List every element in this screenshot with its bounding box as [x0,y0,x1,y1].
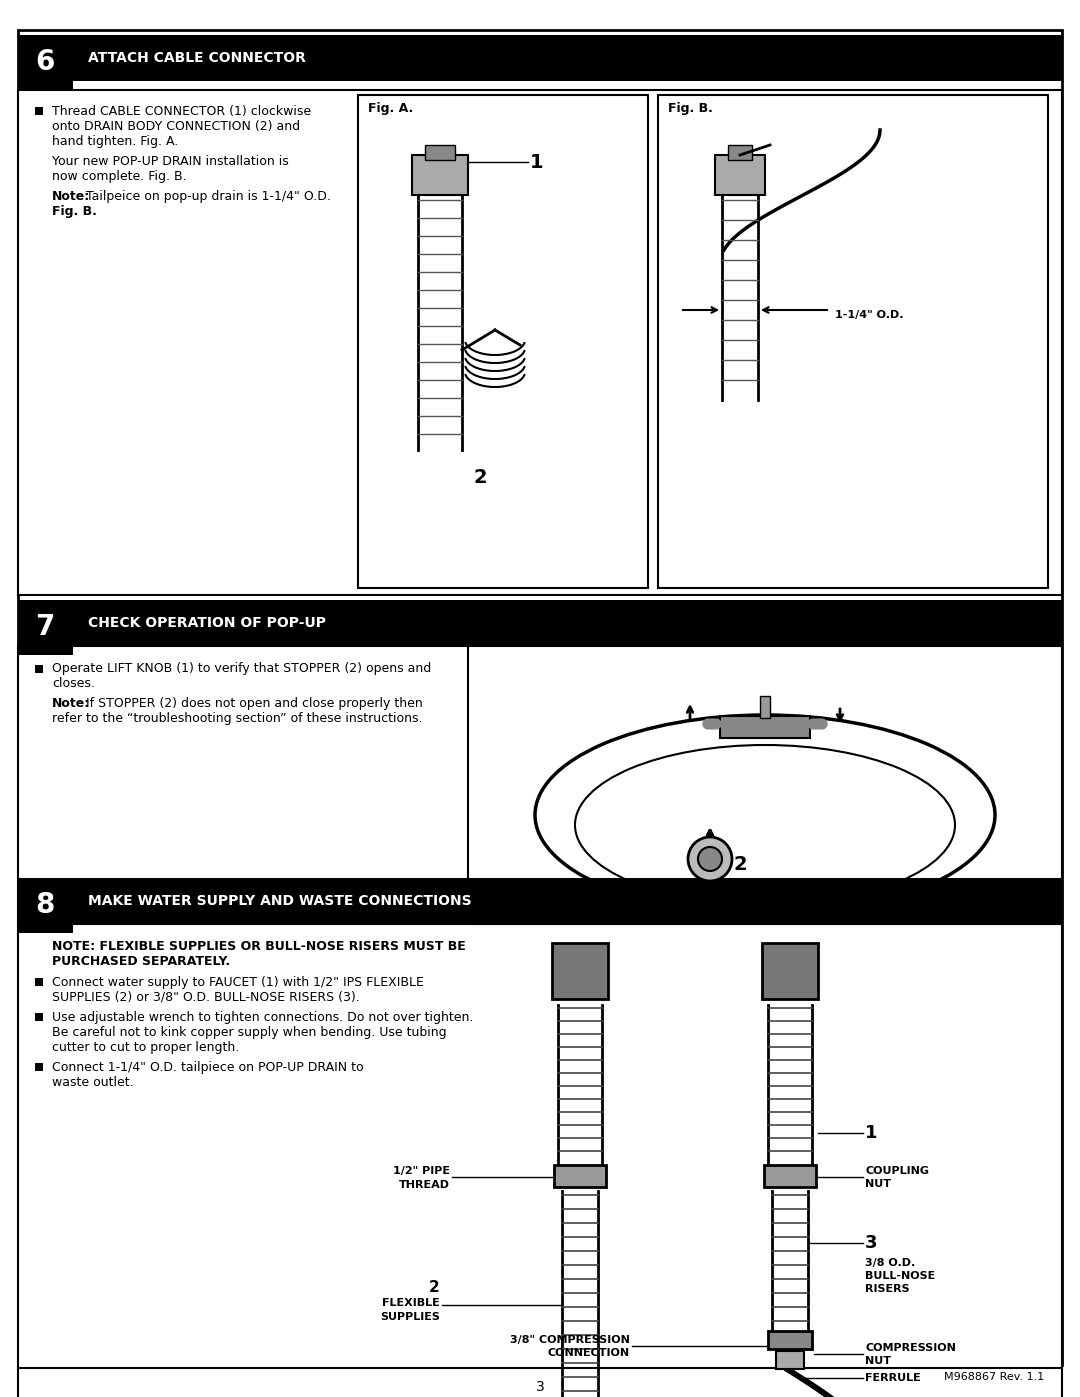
Bar [468,645,1062,923]
Text: NOTE: FLEXIBLE SUPPLIES OR BULL-NOSE RISERS MUST BE: NOTE: FLEXIBLE SUPPLIES OR BULL-NOSE RIS… [52,940,465,953]
Bar [18,645,1062,923]
Bar [728,145,752,161]
Text: NUT: NUT [865,1356,891,1366]
Circle shape [688,837,732,882]
Text: onto DRAIN BODY CONNECTION (2) and: onto DRAIN BODY CONNECTION (2) and [52,120,300,133]
Text: 2: 2 [473,468,487,488]
Text: THREAD: THREAD [399,1180,450,1190]
Text: Connect 1-1/4" O.D. tailpiece on POP-UP DRAIN to: Connect 1-1/4" O.D. tailpiece on POP-UP … [52,1060,364,1074]
Text: refer to the “troubleshooting section” of these instructions.: refer to the “troubleshooting section” o… [52,712,422,725]
Text: hand tighten. Fig. A.: hand tighten. Fig. A. [52,136,178,148]
Text: Connect water supply to FAUCET (1) with 1/2" IPS FLEXIBLE: Connect water supply to FAUCET (1) with … [52,977,423,989]
Text: Note:: Note: [52,190,91,203]
Bar [35,1063,43,1071]
Bar [760,696,770,718]
Bar [18,35,1062,81]
Text: SUPPLIES: SUPPLIES [380,1312,440,1322]
Text: M968867 Rev. 1.1: M968867 Rev. 1.1 [944,1372,1044,1382]
Bar [35,665,43,673]
Text: 1: 1 [865,1125,877,1141]
Text: Note:: Note: [52,697,91,710]
Bar [777,1351,804,1369]
Text: Be careful not to kink copper supply when bending. Use tubing: Be careful not to kink copper supply whe… [52,1025,447,1039]
Text: Fig. A.: Fig. A. [368,102,414,115]
Text: now complete. Fig. B.: now complete. Fig. B. [52,170,187,183]
Text: COMPRESSION: COMPRESSION [865,1343,956,1354]
Text: CONNECTION: CONNECTION [548,1348,630,1358]
Bar [18,599,1062,645]
Bar [18,89,1062,595]
Bar [35,1013,43,1021]
Circle shape [698,847,723,870]
Text: 1-1/4" O.D.: 1-1/4" O.D. [835,310,904,320]
Text: Tailpeice on pop-up drain is 1-1/4" O.D.: Tailpeice on pop-up drain is 1-1/4" O.D. [82,190,330,203]
Text: 7: 7 [36,613,55,641]
Text: 3: 3 [865,1234,877,1252]
Bar [554,1165,606,1187]
Text: 1: 1 [530,152,543,172]
Text: closes.: closes. [52,678,95,690]
Bar [357,95,648,588]
Text: COUPLING: COUPLING [865,1166,929,1176]
Text: 6: 6 [36,47,55,75]
Text: 3/8" COMPRESSION: 3/8" COMPRESSION [510,1336,630,1345]
Bar [658,95,1048,588]
Bar [552,943,608,999]
Bar [18,599,73,655]
Bar [18,923,1062,1397]
Text: ATTACH CABLE CONNECTOR: ATTACH CABLE CONNECTOR [87,52,306,66]
Text: BULL-NOSE: BULL-NOSE [865,1271,935,1281]
Text: Operate LIFT KNOB (1) to verify that STOPPER (2) opens and: Operate LIFT KNOB (1) to verify that STO… [52,662,431,675]
Text: Use adjustable wrench to tighten connections. Do not over tighten.: Use adjustable wrench to tighten connect… [52,1011,473,1024]
Text: 3: 3 [536,1380,544,1394]
Text: NUT: NUT [865,1179,891,1189]
Text: cutter to cut to proper length.: cutter to cut to proper length. [52,1041,240,1053]
Text: 1/2" PIPE: 1/2" PIPE [393,1166,450,1176]
Text: 2: 2 [429,1281,440,1295]
Text: CHECK OPERATION OF POP-UP: CHECK OPERATION OF POP-UP [87,616,326,630]
Text: Fig. B.: Fig. B. [669,102,713,115]
Text: SUPPLIES (2) or 3/8" O.D. BULL-NOSE RISERS (3).: SUPPLIES (2) or 3/8" O.D. BULL-NOSE RISE… [52,990,360,1004]
Text: PURCHASED SEPARATELY.: PURCHASED SEPARATELY. [52,956,230,968]
Text: Your new POP-UP DRAIN installation is: Your new POP-UP DRAIN installation is [52,155,288,168]
Bar [35,978,43,986]
Bar [35,108,43,115]
Text: MAKE WATER SUPPLY AND WASTE CONNECTIONS: MAKE WATER SUPPLY AND WASTE CONNECTIONS [87,894,472,908]
Bar [764,1165,816,1187]
Bar [18,877,73,933]
Text: If STOPPER (2) does not open and close properly then: If STOPPER (2) does not open and close p… [82,697,422,710]
Bar [18,35,73,89]
Text: RISERS: RISERS [865,1284,909,1294]
Bar [18,877,1062,923]
Text: 3/8 O.D.: 3/8 O.D. [865,1259,915,1268]
Bar [715,155,765,196]
Bar [768,1331,812,1350]
Bar [762,943,818,999]
Bar [411,155,468,196]
Text: FLEXIBLE: FLEXIBLE [382,1298,440,1308]
Text: FERRULE: FERRULE [865,1373,921,1383]
Bar [426,145,455,161]
Text: Thread CABLE CONNECTOR (1) clockwise: Thread CABLE CONNECTOR (1) clockwise [52,105,311,117]
Text: 2: 2 [733,855,746,873]
Text: Fig. B.: Fig. B. [52,205,97,218]
Bar [720,717,810,738]
Text: waste outlet.: waste outlet. [52,1076,134,1090]
Text: 8: 8 [36,891,55,919]
